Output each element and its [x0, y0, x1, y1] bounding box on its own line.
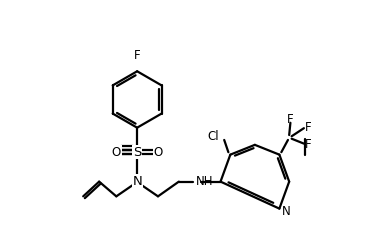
Text: N: N — [132, 175, 142, 188]
Text: F: F — [305, 138, 312, 151]
Text: F: F — [134, 49, 140, 62]
Text: Cl: Cl — [208, 130, 219, 143]
Text: O: O — [112, 146, 121, 159]
Text: N: N — [282, 205, 291, 217]
Text: S: S — [133, 146, 142, 159]
Text: F: F — [287, 113, 294, 125]
Text: F: F — [305, 121, 312, 134]
Text: NH: NH — [196, 175, 214, 188]
Text: O: O — [153, 146, 163, 159]
